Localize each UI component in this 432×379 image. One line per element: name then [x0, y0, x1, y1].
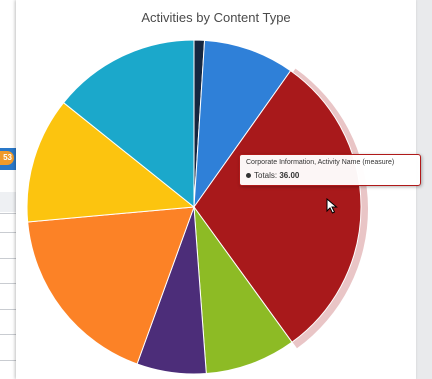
- mouse-cursor-icon: [326, 198, 338, 214]
- pie-chart: [26, 39, 369, 375]
- chart-tooltip: Corporate Information, Activity Name (me…: [239, 154, 421, 186]
- tooltip-row: Totals: 36.00: [246, 171, 299, 180]
- background-row-divider: [0, 283, 20, 284]
- background-row-divider: [0, 258, 20, 259]
- background-row-shade: [0, 192, 20, 212]
- background-row-divider: [0, 213, 20, 214]
- pie-slice-3[interactable]: [193, 70, 362, 343]
- pie-slice-8[interactable]: [62, 39, 195, 209]
- tooltip-value: 36.00: [279, 171, 300, 180]
- chart-panel: Activities by Content Type: [16, 0, 416, 379]
- pie-slice-6[interactable]: [27, 206, 195, 365]
- background-row-divider: [0, 334, 20, 335]
- pie-slice-2[interactable]: [193, 39, 292, 209]
- chart-title: Activities by Content Type: [141, 10, 291, 25]
- background-count-badge: 53: [0, 151, 14, 165]
- background-row-divider: [0, 360, 20, 361]
- tooltip-series-label: Totals:: [254, 171, 278, 180]
- bullet-icon: [246, 173, 251, 179]
- background-row-divider: [0, 309, 20, 310]
- background-row-divider: [0, 232, 20, 233]
- background-app-panel: [0, 0, 20, 379]
- pie-slice-7[interactable]: [26, 101, 196, 223]
- tooltip-header: Corporate Information, Activity Name (me…: [246, 159, 395, 166]
- pie-slice-4[interactable]: [193, 205, 293, 375]
